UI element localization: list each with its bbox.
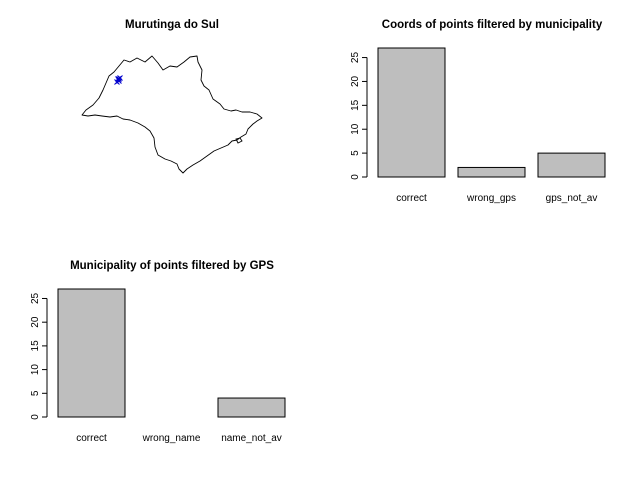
y-tick-label: 10 [350, 123, 361, 135]
y-tick-label: 10 [30, 364, 41, 376]
bar-correct [377, 47, 446, 178]
occurrence-point [114, 79, 120, 85]
map-panel: Murutinga do Sul [81, 19, 263, 174]
y-tick-label: 0 [30, 414, 41, 420]
occurrence-points [114, 75, 123, 85]
y-tick-label: 15 [30, 340, 41, 352]
chart-title: Municipality of points filtered by GPS [70, 260, 274, 272]
y-tick-label: 20 [350, 75, 361, 87]
category-label: gps_not_av [546, 193, 598, 204]
category-label: name_not_av [221, 433, 282, 444]
category-label: correct [396, 193, 427, 204]
category-label: correct [76, 433, 107, 444]
chart-municipality-by-gps: Municipality of points filtered by GPS 0… [30, 260, 286, 444]
chart-title: Coords of points filtered by municipalit… [382, 19, 603, 31]
bar-wrong-gps [457, 166, 526, 178]
y-tick-label: 20 [30, 316, 41, 328]
bar-correct [57, 288, 126, 418]
coastal-island [235, 137, 243, 144]
state-outline [81, 55, 263, 174]
occurrence-point [116, 76, 122, 82]
y-tick-label: 15 [350, 99, 361, 111]
bar-name-not-av [217, 397, 286, 418]
category-label: wrong_name [142, 433, 201, 444]
y-tick-label: 25 [30, 292, 41, 304]
y-tick-label: 5 [30, 390, 41, 396]
category-label: wrong_gps [466, 193, 516, 204]
map-title: Murutinga do Sul [125, 19, 219, 31]
y-tick-label: 5 [350, 150, 361, 156]
chart-coords-by-municipality: Coords of points filtered by municipalit… [350, 19, 606, 204]
bar-gps-not-av [537, 152, 606, 178]
y-tick-label: 25 [350, 52, 361, 64]
y-tick-label: 0 [350, 174, 361, 180]
